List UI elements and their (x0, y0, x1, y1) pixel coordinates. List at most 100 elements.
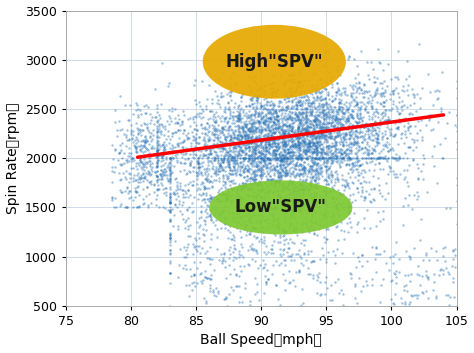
Point (373, 135, 381, 141)
Point (294, 149, 301, 154)
Point (219, 158, 227, 164)
Point (319, 132, 326, 137)
Point (212, 109, 219, 114)
Point (293, 202, 301, 208)
Point (225, 124, 233, 130)
Point (316, 128, 323, 133)
Point (166, 172, 174, 178)
Point (117, 189, 125, 195)
Point (325, 107, 333, 113)
Point (303, 126, 310, 132)
Point (336, 190, 343, 196)
Point (319, 113, 327, 119)
Point (316, 223, 323, 228)
Point (229, 117, 237, 123)
Point (290, 257, 298, 263)
Point (333, 89, 341, 95)
Point (296, 161, 304, 167)
Point (201, 186, 209, 191)
Point (118, 190, 126, 195)
Point (268, 131, 276, 136)
Point (296, 186, 304, 192)
Point (232, 143, 239, 149)
Point (321, 137, 329, 143)
Point (339, 155, 347, 161)
Point (453, 95, 460, 101)
Point (300, 144, 308, 150)
Point (392, 268, 400, 274)
Point (255, 109, 263, 115)
Point (182, 156, 189, 162)
Point (270, 177, 278, 183)
Point (199, 78, 206, 84)
Point (329, 97, 337, 103)
Point (282, 173, 289, 179)
Point (367, 92, 374, 97)
Point (350, 180, 357, 186)
Point (284, 139, 292, 144)
Point (159, 61, 166, 66)
Point (284, 132, 292, 137)
Point (319, 111, 327, 116)
Point (263, 106, 270, 112)
Point (127, 131, 135, 137)
Point (281, 138, 288, 143)
Point (365, 179, 373, 185)
Point (266, 164, 273, 169)
Point (389, 168, 397, 174)
Point (276, 103, 283, 109)
Point (319, 135, 327, 141)
Point (346, 135, 354, 141)
Point (352, 124, 360, 129)
Point (173, 120, 181, 126)
Point (137, 122, 145, 128)
Point (155, 126, 163, 132)
Point (312, 159, 319, 165)
Point (205, 125, 213, 130)
Point (257, 150, 265, 155)
Point (151, 170, 159, 175)
Point (284, 146, 292, 152)
Point (235, 254, 243, 260)
Point (222, 114, 229, 120)
Point (442, 292, 450, 298)
Point (391, 120, 399, 126)
Point (288, 99, 296, 105)
Point (284, 130, 292, 136)
Point (325, 116, 333, 122)
Point (230, 163, 238, 169)
Point (214, 98, 221, 103)
Point (328, 157, 336, 162)
Point (194, 185, 201, 190)
Point (289, 143, 297, 149)
Point (127, 156, 135, 162)
Point (271, 150, 278, 156)
Point (292, 136, 300, 142)
Point (269, 130, 277, 135)
Point (309, 272, 316, 277)
Point (396, 119, 403, 125)
Point (301, 155, 309, 161)
Point (280, 155, 288, 161)
Point (296, 139, 303, 145)
Point (312, 145, 320, 151)
Point (169, 190, 177, 196)
Point (245, 148, 253, 154)
Point (425, 257, 432, 263)
Point (201, 186, 209, 191)
Point (286, 237, 293, 242)
Point (319, 252, 326, 257)
Point (293, 191, 301, 196)
Point (185, 135, 192, 141)
Point (282, 172, 290, 178)
Point (360, 197, 367, 203)
Point (294, 97, 301, 103)
Point (386, 254, 393, 259)
Point (290, 197, 298, 203)
Point (265, 141, 273, 147)
Point (234, 143, 242, 149)
Point (335, 178, 342, 184)
Point (247, 136, 255, 141)
Point (179, 144, 186, 150)
Point (254, 95, 261, 100)
